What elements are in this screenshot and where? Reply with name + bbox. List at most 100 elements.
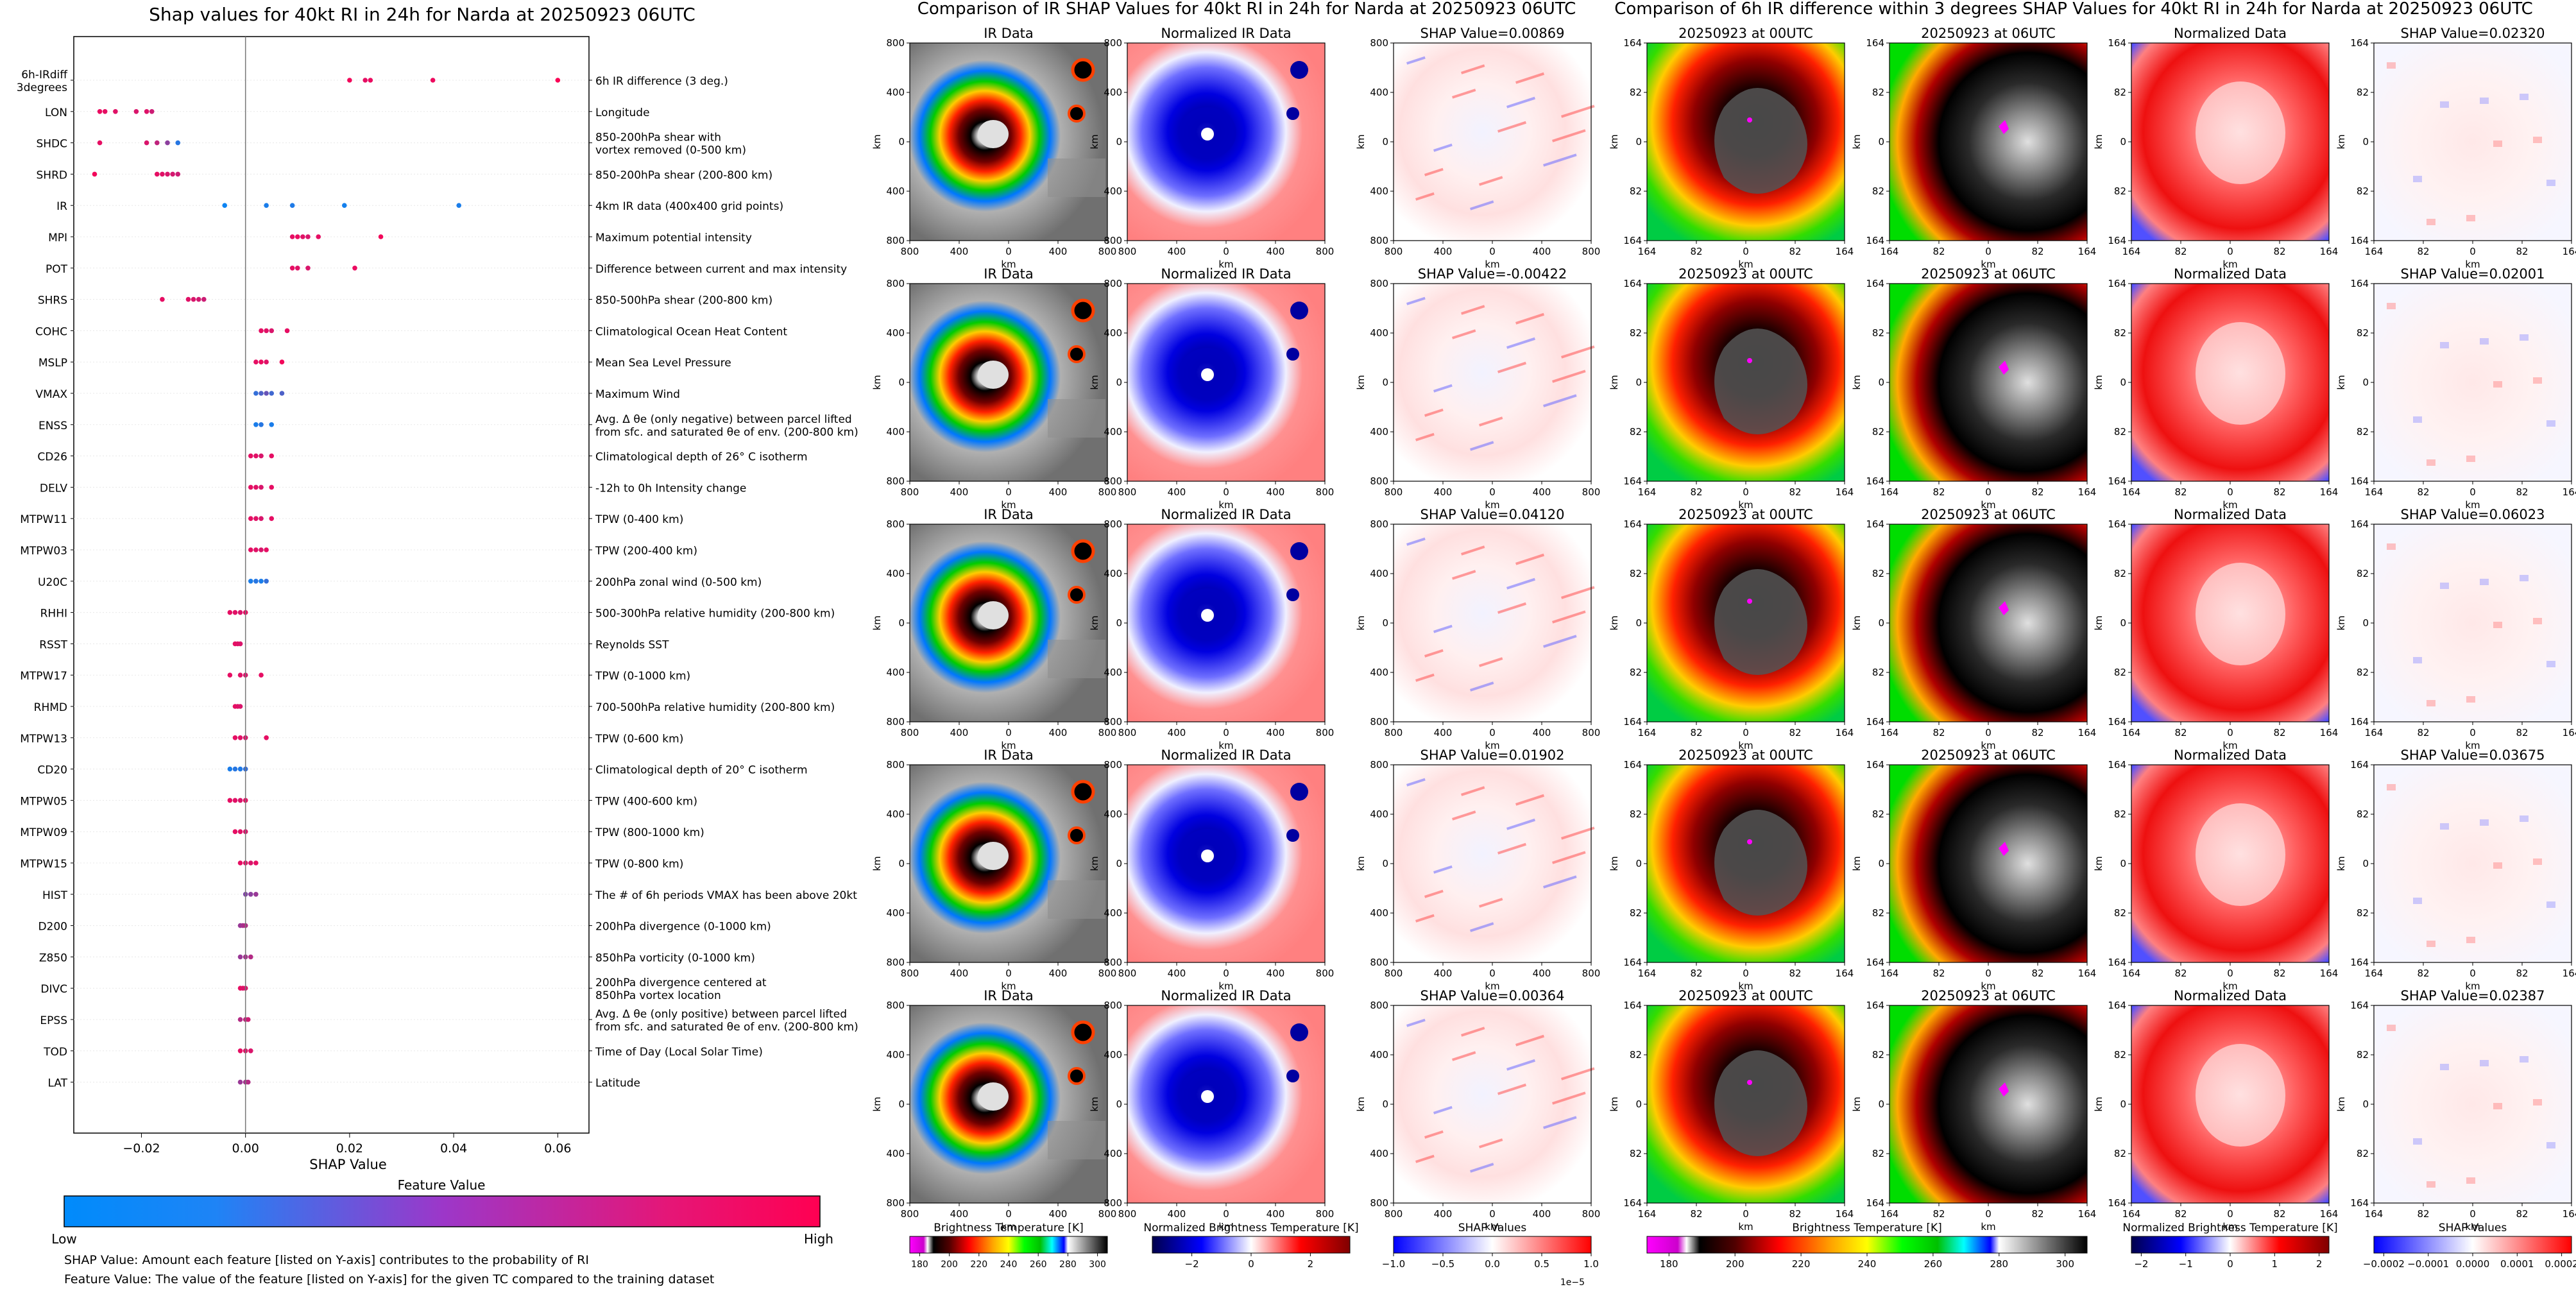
y-tick-label: 82	[2114, 1049, 2126, 1061]
x-axis-label: SHAP Value	[309, 1157, 387, 1172]
secondary-storm	[1286, 348, 1299, 361]
y-tick-label: 0	[2362, 377, 2369, 388]
x-tick-label: 164	[2365, 1208, 2384, 1220]
shap-point	[248, 860, 253, 866]
colorbar-tick-label: −1.0	[1382, 1258, 1405, 1270]
y-tick-label: 0	[2362, 1098, 2369, 1110]
y-tick-label: 82	[1630, 667, 1642, 678]
subplot-title: SHAP Value=0.02387	[2401, 988, 2545, 1003]
shap-patch	[2440, 342, 2449, 348]
x-tick-label: 800	[1385, 1208, 1403, 1220]
x-tick-label: 0	[1005, 246, 1012, 257]
x-axis-label: km	[1001, 1221, 1016, 1233]
shap-point	[245, 1017, 251, 1022]
shap-point	[237, 735, 243, 740]
x-tick-label: 82	[2417, 1208, 2429, 1220]
shap-patch	[2427, 941, 2435, 947]
y-tick-label: 0	[1116, 136, 1122, 148]
shap-point	[253, 453, 259, 459]
ir-shap-image	[1394, 765, 1591, 962]
secondary-storm	[1068, 1067, 1086, 1085]
shap-streak	[1561, 345, 1595, 359]
x-tick-label: 0.06	[544, 1141, 571, 1156]
y-tick-label: 400	[1104, 568, 1122, 579]
y-tick-label: 164	[1866, 1000, 1884, 1011]
y-tick-label: 82	[1630, 1148, 1642, 1159]
x-tick-label: 82	[1690, 246, 1702, 257]
x-tick-label: 82	[1932, 246, 1945, 257]
y-tick-label: 164	[1866, 957, 1884, 968]
shap-point	[97, 109, 103, 114]
colorbar-tick-label: 2	[2316, 1258, 2323, 1270]
x-tick-label: 800	[901, 968, 919, 979]
cold-pixel	[1999, 601, 2009, 615]
y-tick-label: 800	[1104, 235, 1122, 246]
x-tick-label: 82	[1789, 1208, 1801, 1220]
y-tick-label: 0	[1635, 377, 1642, 388]
x-tick-label: 164	[1836, 968, 1854, 979]
shap-point	[259, 453, 264, 459]
shap-patch	[2533, 137, 2542, 143]
shap-streak	[1552, 129, 1586, 142]
x-tick-label: 164	[2320, 246, 2339, 257]
x-axis-label: km	[1738, 980, 1753, 992]
y-tick-label: 0	[1635, 1098, 1642, 1110]
x-tick-label: 164	[1638, 1208, 1657, 1220]
x-tick-label: 0	[1489, 246, 1496, 257]
x-tick-label: 164	[2563, 1208, 2576, 1220]
shap-point	[248, 516, 253, 521]
shap-streak	[1406, 537, 1426, 546]
feature-desc-label: 500-300hPa relative humidity (200-800 km…	[595, 608, 835, 620]
y-tick-label: 800	[1104, 278, 1122, 289]
y-tick-label: 164	[2108, 716, 2126, 728]
shap-point	[248, 547, 253, 552]
x-tick-label: 164	[1836, 1208, 1854, 1220]
y-axis-label: km	[2093, 615, 2104, 630]
y-tick-label: 400	[1370, 808, 1388, 820]
shap-patch	[2466, 696, 2475, 703]
shap-patch	[2480, 1060, 2489, 1066]
colorbar-tick-label: 200	[1726, 1258, 1744, 1270]
x-tick-label: 164	[2320, 486, 2339, 498]
y-tick-label: 800	[1370, 278, 1388, 289]
shap-point	[248, 484, 253, 490]
right-panel-title: Comparison of 6h IR difference within 3 …	[1614, 0, 2533, 19]
ir-06utc-image	[1889, 43, 2087, 241]
shap-streak	[1560, 1067, 1595, 1080]
shap-patch	[2546, 420, 2555, 427]
y-tick-label: 164	[2350, 1000, 2369, 1011]
shap-streak	[1506, 577, 1535, 590]
x-tick-label: 800	[1385, 968, 1403, 979]
shap-patch	[2493, 622, 2502, 628]
diff-bt-colorbar	[1646, 1236, 2088, 1254]
x-tick-label: 82	[1690, 727, 1702, 738]
y-axis-label: km	[1608, 856, 1620, 871]
x-tick-label: 0	[2227, 246, 2233, 257]
x-tick-label: 800	[901, 246, 919, 257]
subplot-title: 20250923 at 06UTC	[1921, 988, 2056, 1003]
y-tick-label: 800	[886, 278, 905, 289]
shap-patch	[2493, 141, 2502, 147]
shap-point	[160, 296, 165, 302]
y-axis-label: km	[1089, 134, 1100, 149]
y-tick-label: 400	[1370, 667, 1388, 678]
subplot-title: 20250923 at 06UTC	[1921, 266, 2056, 282]
y-tick-label: 82	[2114, 568, 2126, 579]
shap-point	[237, 1079, 243, 1085]
x-tick-label: 0	[1985, 968, 1992, 979]
secondary-storm	[1286, 107, 1299, 120]
x-tick-label: 82	[2273, 968, 2285, 979]
shap-point	[294, 266, 300, 271]
x-tick-label: 400	[1168, 1208, 1186, 1220]
y-tick-label: 164	[2108, 278, 2126, 289]
diff-bt-colorbar-label: Brightness Temperature [K]	[1792, 1222, 1941, 1234]
secondary-storm	[1286, 1070, 1299, 1082]
shap-streak	[1479, 657, 1503, 667]
feature-desc-label: from sfc. and saturated θe of env. (200-…	[595, 1021, 858, 1034]
feature-value-title: Feature Value	[398, 1177, 486, 1193]
x-tick-label: 0	[2469, 968, 2476, 979]
y-tick-label: 82	[1872, 808, 1884, 820]
subplot-title: 20250923 at 00UTC	[1678, 747, 1813, 763]
shap-point	[237, 766, 243, 772]
shap-point	[102, 109, 108, 114]
